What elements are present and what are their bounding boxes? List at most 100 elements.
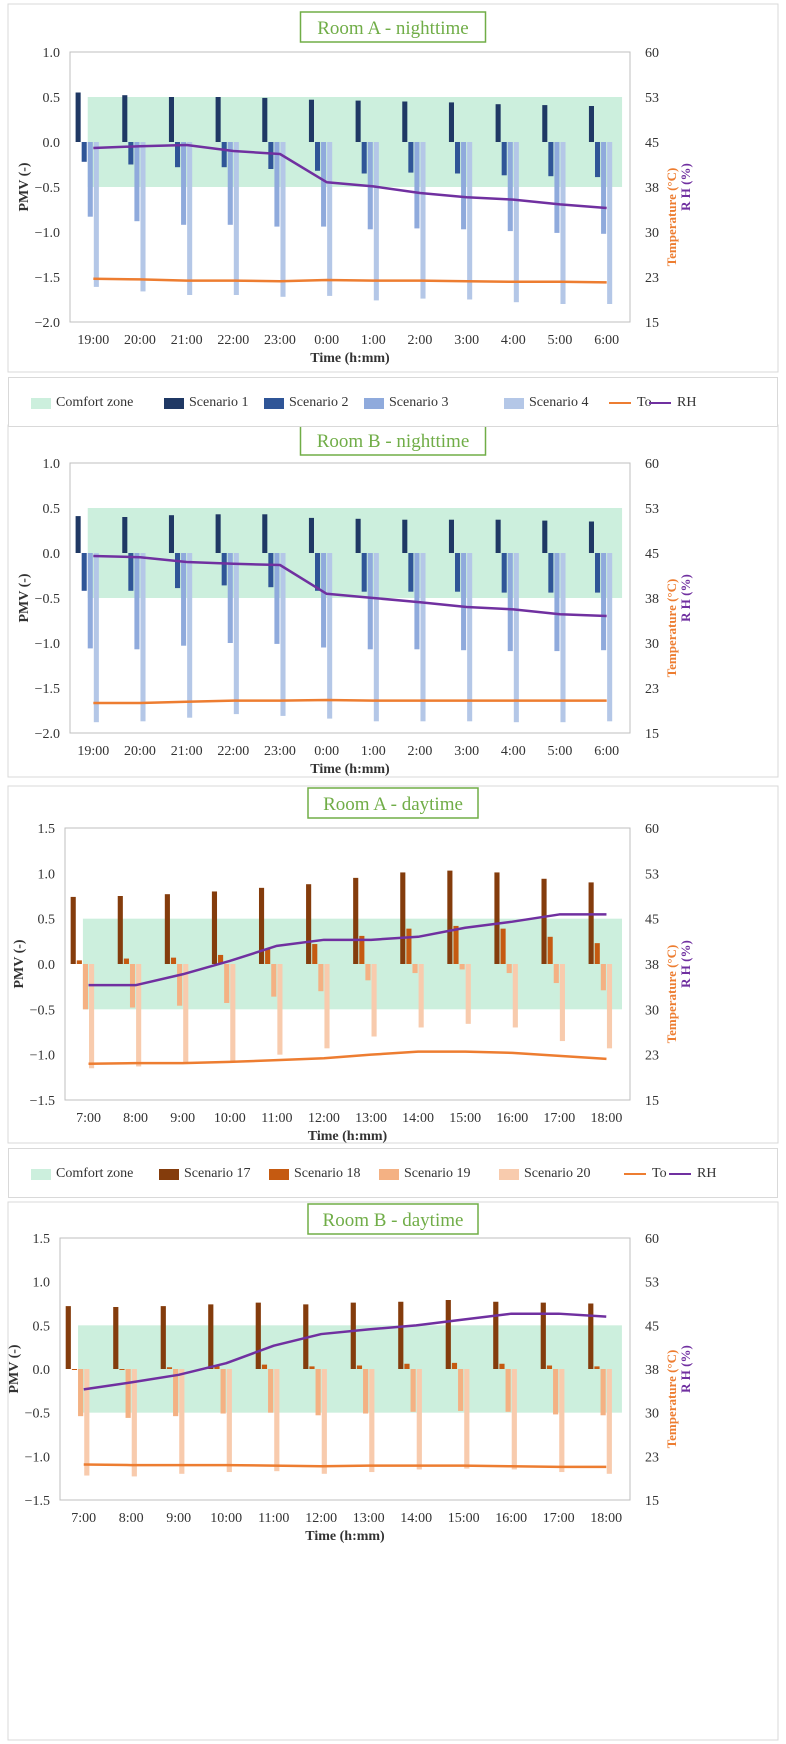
legend-label: To: [637, 395, 652, 410]
bar-scenario-1: [542, 105, 548, 142]
bar-scenario-4: [280, 142, 286, 297]
y2-tick-label: 60: [645, 457, 659, 472]
x-tick-label: 11:00: [258, 1511, 289, 1526]
legend-label: Scenario 3: [389, 395, 449, 410]
bar-scenario-19: [220, 1369, 226, 1414]
chart-group-2: 1.5 1.0 0.5 0.0 −0.5 −1.0 −1.5 60 53 45 38 30 23 15 7:…: [7, 785, 779, 1144]
legend-patch-swatch: [504, 397, 524, 409]
bar-scenario-4: [140, 142, 146, 292]
y-tick-label: 0.5: [33, 1319, 51, 1334]
bar-scenario-2: [268, 553, 274, 588]
bar-scenario-1: [495, 519, 501, 553]
legend-label: Scenario 17: [184, 1166, 251, 1181]
bar-scenario-18: [546, 1365, 553, 1369]
bar-scenario-17: [255, 1302, 261, 1369]
bar-scenario-1: [262, 97, 268, 142]
bar-scenario-17: [588, 1303, 594, 1369]
title-box: [307, 787, 479, 819]
bar-scenario-2: [81, 142, 87, 162]
bar-scenario-1: [122, 517, 128, 553]
x-tick-label: 3:00: [454, 333, 479, 348]
y2-tick-label: 45: [645, 1319, 659, 1334]
legend-patch-swatch: [264, 397, 284, 409]
legend-item: To: [609, 395, 652, 411]
bar-scenario-1: [495, 104, 501, 142]
bar-scenario-4: [560, 553, 566, 723]
legend-label: Scenario 19: [404, 1166, 471, 1181]
y-axis-label: PMV (-): [17, 162, 32, 211]
bar-scenario-17: [541, 878, 547, 964]
bar-scenario-17: [65, 1306, 71, 1369]
bar-scenario-20: [369, 1369, 375, 1473]
bar-scenario-1: [262, 514, 268, 553]
x-tick-label: 9:00: [170, 1111, 195, 1126]
bar-scenario-19: [459, 964, 465, 970]
to-line: [93, 698, 607, 705]
y-tick-label: −2.0: [35, 727, 60, 742]
bar-scenario-17: [350, 1302, 356, 1369]
to-line: [93, 277, 607, 284]
bar-scenario-19: [82, 964, 89, 1010]
legend-item: Scenario 4: [504, 395, 588, 411]
x-tick-label: 21:00: [171, 333, 203, 348]
legend-label: Scenario 18: [294, 1166, 361, 1181]
y2-tick-label: 30: [645, 1003, 659, 1018]
x-tick-label: 20:00: [124, 744, 156, 759]
y2-tick-label: 38: [645, 181, 659, 196]
y2-temperature-label: Temperature (°C): [664, 168, 679, 267]
bar-scenario-20: [464, 1369, 470, 1469]
y2-tick-label: 45: [645, 547, 659, 562]
bar-scenario-1: [402, 519, 408, 553]
y-tick-label: −1.0: [25, 1450, 50, 1465]
y2-temperature-label: Temperature (°C): [664, 945, 679, 1044]
y2-tick-label: 15: [645, 1494, 659, 1509]
y2-tick-label: 60: [645, 822, 659, 837]
x-tick-label: 4:00: [501, 333, 526, 348]
y2-tick-label: 60: [645, 1232, 659, 1247]
bar-scenario-4: [373, 553, 379, 722]
x-tick-label: 5:00: [548, 744, 573, 759]
bar-scenario-18: [309, 1366, 315, 1369]
bar-scenario-20: [371, 964, 377, 1037]
x-axis-label: Time (h:mm): [310, 351, 390, 366]
to-line: [88, 1050, 607, 1065]
bar-scenario-17: [164, 894, 170, 964]
y-tick-label: −2.0: [35, 316, 60, 331]
comfort-zone: [82, 918, 622, 1010]
bar-scenario-4: [420, 142, 426, 299]
legend-label: Scenario 4: [529, 395, 589, 410]
bar-scenario-18: [404, 1363, 410, 1369]
bar-scenario-17: [353, 877, 359, 964]
bar-scenario-18: [214, 1365, 220, 1369]
plot-area: [64, 827, 631, 1101]
bar-scenario-2: [175, 553, 181, 589]
legend-item: RH: [669, 1166, 716, 1182]
bar-scenario-19: [506, 964, 512, 974]
bar-scenario-19: [173, 1369, 179, 1417]
x-tick-label: 13:00: [355, 1111, 387, 1126]
y-tick-label: 1.0: [43, 46, 61, 61]
legend-item: Scenario 19: [379, 1166, 470, 1182]
bar-scenario-3: [321, 553, 327, 648]
x-tick-label: 7:00: [71, 1511, 96, 1526]
bar-scenario-3: [227, 142, 233, 225]
bar-scenario-4: [280, 553, 286, 716]
legend-label: RH: [697, 1166, 717, 1181]
bar-scenario-2: [268, 142, 274, 169]
legend-label: Scenario 20: [524, 1166, 591, 1181]
legend-line-swatch: [649, 402, 671, 404]
bar-scenario-17: [540, 1302, 546, 1369]
bar-scenario-3: [554, 142, 560, 233]
x-tick-label: 2:00: [408, 744, 433, 759]
y2-tick-label: 53: [645, 1276, 659, 1291]
bar-scenario-19: [600, 1369, 606, 1416]
bar-scenario-3: [461, 553, 467, 651]
bar-scenario-19: [271, 964, 277, 997]
legend-line-swatch: [609, 402, 631, 404]
x-tick-label: 0:00: [314, 333, 339, 348]
bar-scenario-3: [507, 553, 513, 652]
bar-scenario-3: [414, 142, 420, 229]
bar-scenario-1: [355, 100, 361, 142]
y-tick-label: −1.0: [35, 637, 60, 652]
bar-scenario-1: [122, 95, 128, 142]
